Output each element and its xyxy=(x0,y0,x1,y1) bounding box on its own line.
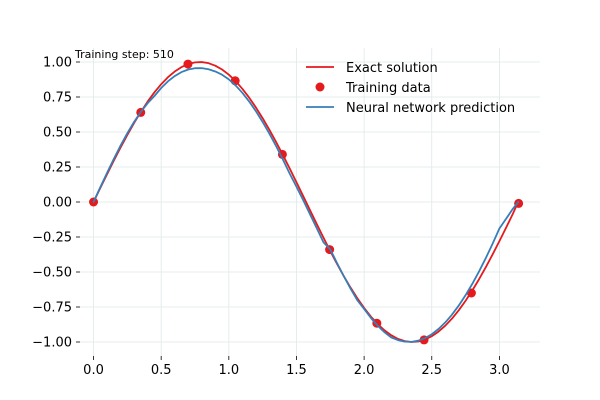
x-tick-label-3: 1.5 xyxy=(286,363,307,378)
x-tick-label-5: 2.5 xyxy=(421,363,442,378)
grid-layer xyxy=(80,48,540,356)
x-tick-label-4: 2.0 xyxy=(354,363,375,378)
exact-solution-line xyxy=(92,61,520,343)
training-step-annotation: Training step: 510 xyxy=(74,48,174,61)
y-tick-label-2: −0.50 xyxy=(32,266,72,281)
x-tick-label-6: 3.0 xyxy=(489,363,510,378)
y-tick-label-0: −1.00 xyxy=(32,336,72,351)
x-tick-label-2: 1.0 xyxy=(218,363,239,378)
y-tick-label-7: 0.75 xyxy=(43,91,72,106)
y-tick-label-5: 0.25 xyxy=(43,161,72,176)
x-tick-label-0: 0.0 xyxy=(83,363,104,378)
legend: Exact solution Training data Neural networ… xyxy=(306,61,515,116)
y-tick-label-1: −0.75 xyxy=(32,301,72,316)
y-tick-label-6: 0.50 xyxy=(43,126,72,141)
y-tick-label-3: −0.25 xyxy=(32,231,72,246)
y-tick-label-4: 0.00 xyxy=(43,196,72,211)
legend-label-neural-network-prediction: Neural network prediction xyxy=(346,101,515,116)
y-tick-label-8: 1.00 xyxy=(43,56,72,71)
legend-swatch-training-data xyxy=(315,82,325,92)
neural-network-prediction-line xyxy=(92,67,520,343)
series-layer xyxy=(89,59,524,345)
tick-layer: 0.0 0.5 1.0 1.5 2.0 2.5 3.0 −1.00 −0.75 −0.50 −0.2… xyxy=(32,56,510,379)
legend-label-exact-solution: Exact solution xyxy=(346,61,438,76)
training-data-point-2 xyxy=(183,59,193,69)
legend-label-training-data: Training data xyxy=(345,81,431,96)
x-tick-label-1: 0.5 xyxy=(151,363,172,378)
